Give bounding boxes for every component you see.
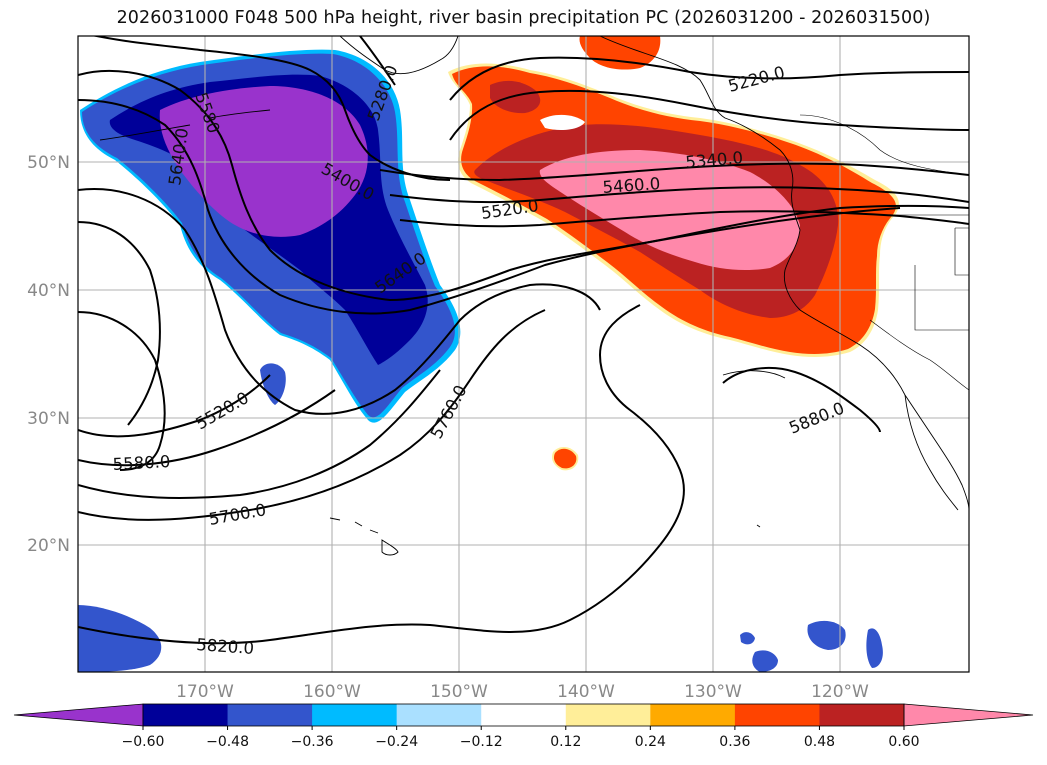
colorbar-segment [565, 704, 651, 726]
longitude-labels: 170°W 160°W 150°W 140°W 130°W 120°W [176, 682, 869, 702]
lat-label: 40°N [27, 281, 70, 301]
colorbar-tick-label: −0.36 [291, 734, 334, 750]
height-contours [78, 36, 969, 645]
colorbar-extension-high [903, 703, 1034, 727]
colorbar-tick-label: 0.60 [888, 734, 919, 750]
lat-label: 50°N [27, 153, 70, 173]
colorbar-segment [650, 704, 736, 726]
colorbar-tick-label: −0.24 [375, 734, 418, 750]
lon-label: 130°W [684, 682, 742, 702]
colorbar-tick-label: −0.48 [206, 734, 249, 750]
colorbar-segment [819, 704, 905, 726]
colorbar-segment [312, 704, 398, 726]
colorbar-tick-label: 0.12 [550, 734, 581, 750]
lon-label: 160°W [303, 682, 361, 702]
map-area: 5580 5280.0 5220.0 5340.0 5640.0 5400.0 … [78, 36, 969, 672]
lon-label: 150°W [430, 682, 488, 702]
contour-label: 5580.0 [112, 452, 171, 474]
colorbar: −0.60 −0.48 −0.36 −0.24 −0.12 0.12 0.24 0.36 0.4… [13, 703, 1034, 750]
map-frame [77, 35, 970, 673]
lon-label: 170°W [176, 682, 234, 702]
contour-label: 5340.0 [685, 148, 744, 172]
contour-label: 5820.0 [196, 635, 255, 658]
colorbar-segment [143, 704, 229, 726]
colorbar-tick-label: −0.12 [460, 734, 503, 750]
latitude-labels: 50°N 40°N 30°N 20°N [27, 153, 70, 556]
lon-label: 120°W [811, 682, 869, 702]
colorbar-extension-low [13, 703, 144, 727]
colorbar-segment [481, 704, 567, 726]
contour-label: 5460.0 [602, 174, 661, 197]
lat-label: 20°N [27, 536, 70, 556]
colorbar-frame [142, 703, 905, 727]
coastlines [99, 36, 969, 556]
lon-label: 140°W [557, 682, 615, 702]
graticule [78, 36, 969, 672]
page-title: 2026031000 F048 500 hPa height, river ba… [116, 8, 931, 28]
lat-label: 30°N [27, 409, 70, 429]
colorbar-segment [227, 704, 313, 726]
colorbar-segment [734, 704, 820, 726]
colorbar-segment [396, 704, 482, 726]
colorbar-tick-label: 0.48 [804, 734, 835, 750]
colorbar-tick-label: 0.36 [719, 734, 750, 750]
colorbar-tick-label: 0.24 [635, 734, 666, 750]
colorbar-tick-label: −0.60 [122, 734, 165, 750]
